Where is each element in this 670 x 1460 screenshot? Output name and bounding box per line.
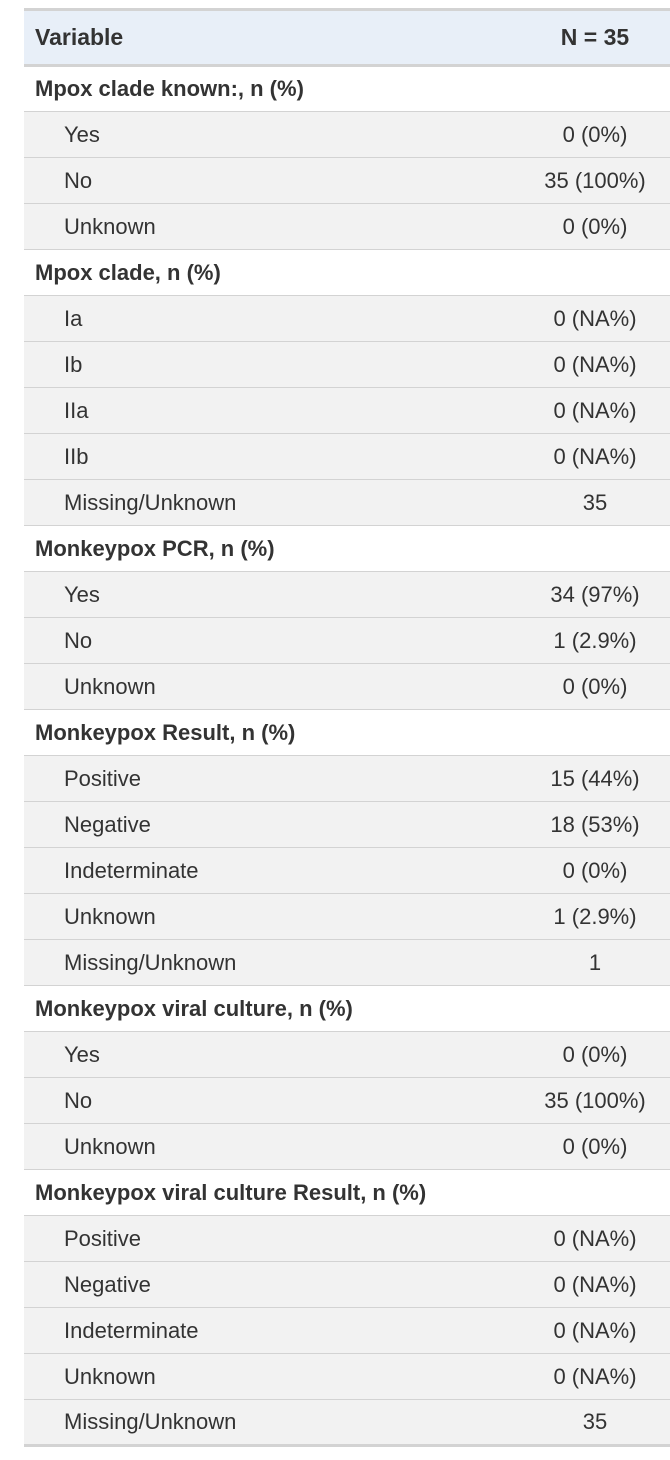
- row-value: 0 (0%): [520, 663, 670, 710]
- group-row: Monkeypox PCR, n (%): [24, 525, 670, 572]
- group-row: Monkeypox Result, n (%): [24, 709, 670, 756]
- table-row: Unknown 0 (0%): [24, 1123, 670, 1170]
- table-row: No 35 (100%): [24, 157, 670, 204]
- row-label: Missing/Unknown: [24, 939, 520, 986]
- row-value: 0 (NA%): [520, 433, 670, 480]
- group-row: Monkeypox viral culture Result, n (%): [24, 1169, 670, 1216]
- row-label: Unknown: [24, 203, 520, 250]
- table-row: Unknown 0 (NA%): [24, 1353, 670, 1400]
- row-label: Yes: [24, 1031, 520, 1078]
- table-row: Unknown 1 (2.9%): [24, 893, 670, 940]
- row-label: Unknown: [24, 663, 520, 710]
- group-value-empty: [520, 1169, 670, 1216]
- table-row: Missing/Unknown 35: [24, 479, 670, 526]
- row-value: 0 (0%): [520, 1123, 670, 1170]
- table-row: No 35 (100%): [24, 1077, 670, 1124]
- table-row: Yes 34 (97%): [24, 571, 670, 618]
- group-title: Monkeypox Result, n (%): [24, 709, 520, 756]
- row-label: Unknown: [24, 1353, 520, 1400]
- group-row: Mpox clade known:, n (%): [24, 65, 670, 112]
- table-row: Indeterminate 0 (NA%): [24, 1307, 670, 1354]
- group-title: Monkeypox viral culture, n (%): [24, 985, 520, 1032]
- header-row: Variable N = 35: [24, 8, 670, 67]
- row-value: 35: [520, 1399, 670, 1447]
- row-label: Yes: [24, 571, 520, 618]
- row-value: 34 (97%): [520, 571, 670, 618]
- group-title: Mpox clade known:, n (%): [24, 65, 520, 112]
- row-value: 0 (NA%): [520, 1261, 670, 1308]
- table-row: Ib 0 (NA%): [24, 341, 670, 388]
- row-value: 0 (NA%): [520, 341, 670, 388]
- row-label: No: [24, 157, 520, 204]
- row-label: Unknown: [24, 893, 520, 940]
- row-label: Unknown: [24, 1123, 520, 1170]
- row-label: Ia: [24, 295, 520, 342]
- table-row: Yes 0 (0%): [24, 111, 670, 158]
- row-value: 0 (0%): [520, 1031, 670, 1078]
- table-row: Negative 0 (NA%): [24, 1261, 670, 1308]
- group-value-empty: [520, 65, 670, 112]
- row-value: 18 (53%): [520, 801, 670, 848]
- table-row: Unknown 0 (0%): [24, 203, 670, 250]
- row-value: 0 (NA%): [520, 1353, 670, 1400]
- group-title: Mpox clade, n (%): [24, 249, 520, 296]
- group-row: Mpox clade, n (%): [24, 249, 670, 296]
- row-label: No: [24, 617, 520, 664]
- row-value: 1 (2.9%): [520, 893, 670, 940]
- table-row: No 1 (2.9%): [24, 617, 670, 664]
- table-row: Indeterminate 0 (0%): [24, 847, 670, 894]
- row-value: 1 (2.9%): [520, 617, 670, 664]
- row-label: No: [24, 1077, 520, 1124]
- row-label: Missing/Unknown: [24, 479, 520, 526]
- row-value: 35 (100%): [520, 157, 670, 204]
- summary-table-container: Variable N = 35 Mpox clade known:, n (%)…: [24, 8, 670, 1447]
- group-value-empty: [520, 985, 670, 1032]
- table-row: Ia 0 (NA%): [24, 295, 670, 342]
- table-row: Missing/Unknown 1: [24, 939, 670, 986]
- row-value: 15 (44%): [520, 755, 670, 802]
- table-row: Yes 0 (0%): [24, 1031, 670, 1078]
- row-label: IIa: [24, 387, 520, 434]
- group-title: Monkeypox PCR, n (%): [24, 525, 520, 572]
- table-row: Missing/Unknown 35: [24, 1399, 670, 1447]
- row-value: 0 (0%): [520, 847, 670, 894]
- row-value: 0 (NA%): [520, 295, 670, 342]
- table-row: Positive 15 (44%): [24, 755, 670, 802]
- row-value: 35: [520, 479, 670, 526]
- group-row: Monkeypox viral culture, n (%): [24, 985, 670, 1032]
- summary-table: Variable N = 35 Mpox clade known:, n (%)…: [24, 8, 670, 1447]
- row-label: Negative: [24, 1261, 520, 1308]
- row-label: Indeterminate: [24, 847, 520, 894]
- table-header: Variable N = 35: [24, 8, 670, 67]
- variable-column-header: Variable: [24, 8, 520, 67]
- table-row: Unknown 0 (0%): [24, 663, 670, 710]
- row-label: Ib: [24, 341, 520, 388]
- table-row: IIa 0 (NA%): [24, 387, 670, 434]
- row-value: 35 (100%): [520, 1077, 670, 1124]
- n-column-header: N = 35: [520, 8, 670, 67]
- row-label: Missing/Unknown: [24, 1399, 520, 1447]
- row-value: 1: [520, 939, 670, 986]
- row-label: Positive: [24, 1215, 520, 1262]
- row-value: 0 (NA%): [520, 387, 670, 434]
- row-value: 0 (0%): [520, 111, 670, 158]
- group-value-empty: [520, 709, 670, 756]
- table-row: IIb 0 (NA%): [24, 433, 670, 480]
- row-label: IIb: [24, 433, 520, 480]
- row-label: Yes: [24, 111, 520, 158]
- group-title: Monkeypox viral culture Result, n (%): [24, 1169, 520, 1216]
- table-row: Negative 18 (53%): [24, 801, 670, 848]
- row-label: Indeterminate: [24, 1307, 520, 1354]
- group-value-empty: [520, 525, 670, 572]
- row-value: 0 (NA%): [520, 1215, 670, 1262]
- row-label: Positive: [24, 755, 520, 802]
- row-value: 0 (NA%): [520, 1307, 670, 1354]
- row-label: Negative: [24, 801, 520, 848]
- table-body: Mpox clade known:, n (%) Yes 0 (0%) No 35 (1…: [24, 65, 670, 1447]
- row-value: 0 (0%): [520, 203, 670, 250]
- group-value-empty: [520, 249, 670, 296]
- table-row: Positive 0 (NA%): [24, 1215, 670, 1262]
